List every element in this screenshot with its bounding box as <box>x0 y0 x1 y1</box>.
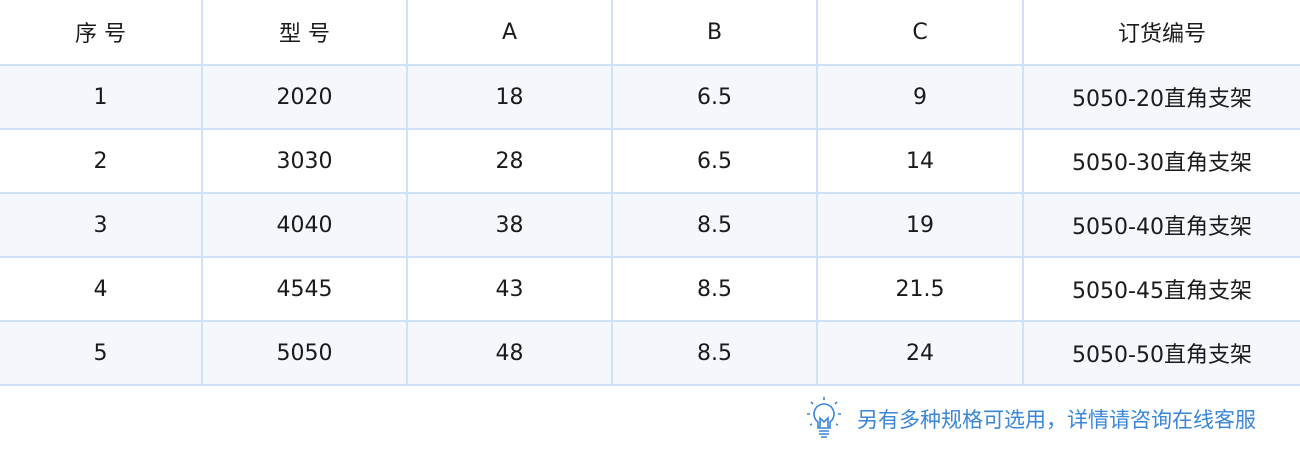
table-row: 2 3030 28 6.5 14 5050-30直角支架 <box>0 129 1300 194</box>
cell-model: 2020 <box>202 65 408 130</box>
cell-index: 3 <box>0 193 203 258</box>
note: 另有多种规格可选用，详情请咨询在线客服 <box>805 396 1256 442</box>
cell-order-number: 5050-45直角支架 <box>1023 257 1300 322</box>
table-row: 5 5050 48 8.5 24 5050-50直角支架 <box>0 321 1300 386</box>
spec-table: 序 号 型 号 A B C 订货编号 1 2020 18 6.5 9 5050-20直角支… <box>0 0 1300 386</box>
cell-a: 38 <box>407 193 613 258</box>
table-row: 4 4545 43 8.5 21.5 5050-45直角支架 <box>0 257 1300 322</box>
cell-model: 3030 <box>202 129 408 194</box>
cell-b: 8.5 <box>612 193 818 258</box>
cell-model: 4545 <box>202 257 408 322</box>
cell-model: 5050 <box>202 321 408 386</box>
cell-c: 24 <box>817 321 1024 386</box>
cell-b: 8.5 <box>612 321 818 386</box>
cell-index: 5 <box>0 321 203 386</box>
cell-c: 9 <box>817 65 1024 130</box>
cell-c: 19 <box>817 193 1024 258</box>
header-b: B <box>612 0 818 66</box>
header-model: 型 号 <box>202 0 408 66</box>
cell-c: 21.5 <box>817 257 1024 322</box>
header-row: 序 号 型 号 A B C 订货编号 <box>0 0 1300 66</box>
table-row: 1 2020 18 6.5 9 5050-20直角支架 <box>0 65 1300 130</box>
note-text: 另有多种规格可选用，详情请咨询在线客服 <box>857 408 1256 432</box>
header-index: 序 号 <box>0 0 203 66</box>
cell-index: 1 <box>0 65 203 130</box>
cell-a: 48 <box>407 321 613 386</box>
cell-model: 4040 <box>202 193 408 258</box>
cell-a: 18 <box>407 65 613 130</box>
table-row: 3 4040 38 8.5 19 5050-40直角支架 <box>0 193 1300 258</box>
header-a: A <box>407 0 613 66</box>
header-c: C <box>817 0 1024 66</box>
header-order-number: 订货编号 <box>1023 0 1300 66</box>
cell-b: 6.5 <box>612 129 818 194</box>
cell-c: 14 <box>817 129 1024 194</box>
cell-order-number: 5050-30直角支架 <box>1023 129 1300 194</box>
cell-b: 8.5 <box>612 257 818 322</box>
cell-order-number: 5050-40直角支架 <box>1023 193 1300 258</box>
cell-a: 28 <box>407 129 613 194</box>
cell-order-number: 5050-50直角支架 <box>1023 321 1300 386</box>
cell-order-number: 5050-20直角支架 <box>1023 65 1300 130</box>
cell-a: 43 <box>407 257 613 322</box>
lightbulb-icon <box>807 397 841 438</box>
cell-b: 6.5 <box>612 65 818 130</box>
cell-index: 2 <box>0 129 203 194</box>
cell-index: 4 <box>0 257 203 322</box>
